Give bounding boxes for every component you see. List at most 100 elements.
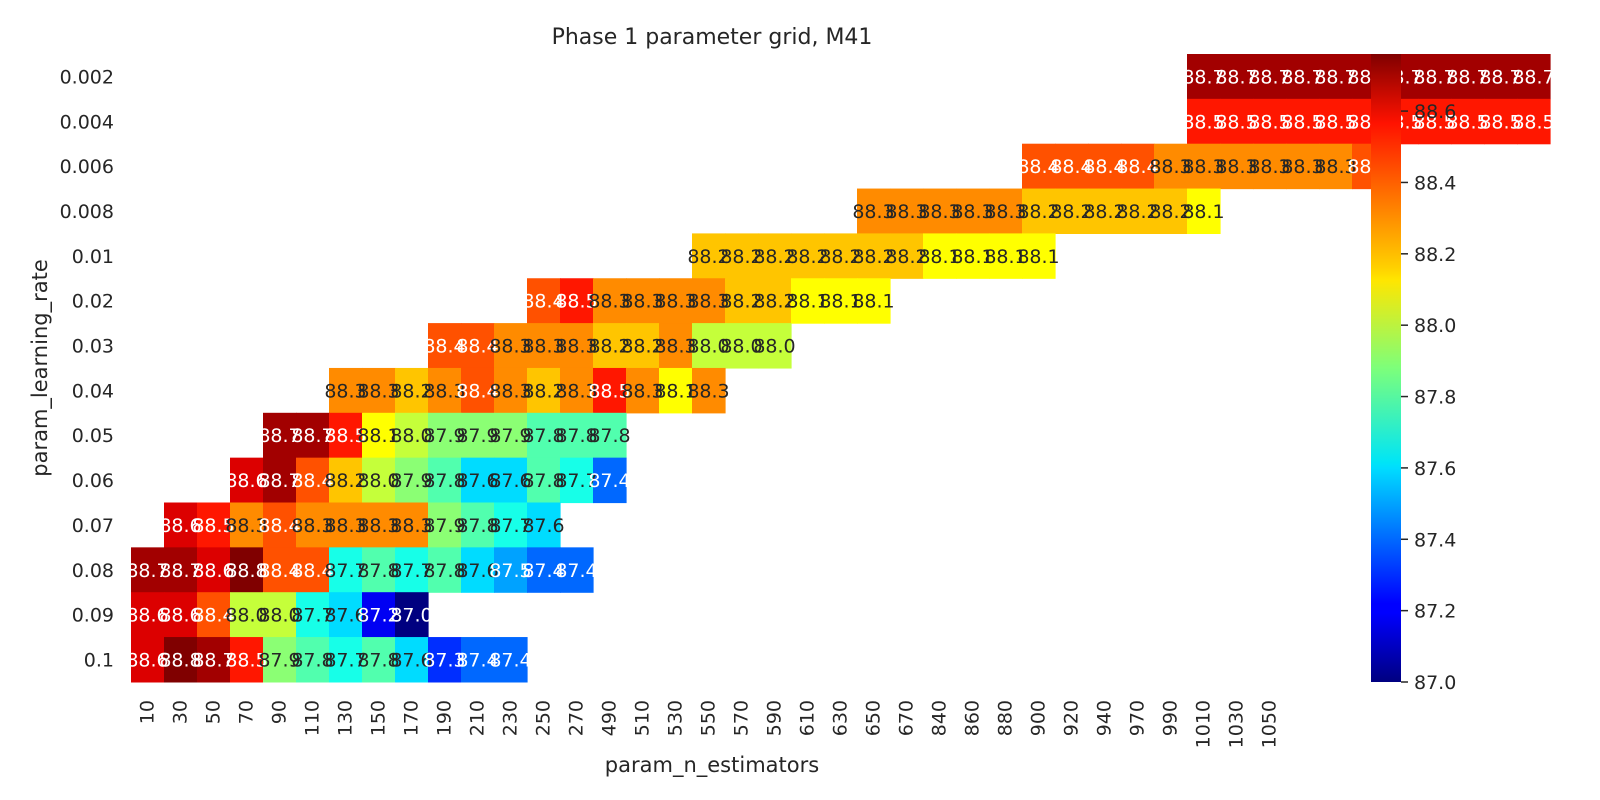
heatmap-cell [527,367,561,414]
heatmap-cell [1517,54,1551,100]
x-tick-label: 570 [731,700,753,736]
cell-value-label: 88.4 [423,336,465,358]
heatmap-cell [395,367,429,414]
x-tick-label: 1050 [1259,700,1281,748]
colorbar-tick-label: 88.0 [1414,315,1456,337]
heatmap-cell [329,412,363,459]
cell-value-label: 88.4 [258,515,300,537]
cell-value-label: 87.7 [324,649,366,671]
cell-value-label: 87.7 [489,515,531,537]
heatmap-cell [1319,143,1353,190]
heatmap-cell [1220,98,1254,145]
heatmap-cell [758,233,792,279]
heatmap-cell [923,188,957,234]
heatmap-cell [428,547,462,593]
cell-value-label: 88.3 [654,291,696,313]
cell-value-label: 88.2 [819,246,861,268]
cell-value-label: 88.3 [984,201,1026,223]
y-tick-label: 0.1 [84,649,114,671]
cell-value-label: 88.3 [1314,156,1356,178]
y-tick-label: 0.03 [72,336,114,358]
heatmap-cell [131,592,165,638]
cell-value-label: 88.4 [1017,156,1059,178]
cell-value-label: 87.9 [423,515,465,537]
cell-value-label: 88.3 [621,380,663,402]
heatmap-cell [593,412,627,459]
heatmap-cell [1253,98,1287,145]
chart-title: Phase 1 parameter grid, M41 [552,25,873,50]
cell-value-label: 88.7 [291,425,333,447]
heatmap-cell [494,502,528,548]
heatmap-cell [329,637,363,683]
cell-value-label: 88.1 [1017,246,1059,268]
heatmap-cell [1253,54,1287,100]
heatmap-cell [1187,188,1221,234]
colorbar-tick-label: 87.8 [1414,387,1456,409]
cell-value-label: 88.2 [390,380,432,402]
y-tick-label: 0.004 [60,111,114,133]
cell-value-label: 88.7 [192,649,234,671]
x-tick-label: 230 [500,700,522,736]
cell-value-label: 87.6 [390,649,432,671]
heatmap-cell [989,188,1023,234]
cell-value-label: 88.3 [324,515,366,537]
heatmap-cell [494,637,528,683]
cell-value-label: 88.5 [555,291,597,313]
heatmap-cell [1220,143,1254,190]
heatmap-cell [1187,54,1221,100]
heatmap-cell [395,412,429,459]
cell-value-label: 88.6 [159,515,201,537]
x-tick-label: 10 [137,700,159,724]
x-tick-label: 590 [764,700,786,736]
heatmap-cell [626,323,660,369]
cell-value-label: 88.2 [786,246,828,268]
heatmap-cell [197,547,231,593]
x-tick-label: 1010 [1193,700,1215,748]
x-tick-label: 30 [170,700,192,724]
heatmap-cell [329,457,363,504]
x-tick-label: 840 [929,700,951,736]
cell-value-label: 88.4 [456,336,498,358]
x-tick-label: 510 [632,700,654,736]
heatmap-cell [1187,143,1221,190]
heatmap-cell [1121,143,1155,190]
cell-value-label: 88.0 [720,336,762,358]
heatmap-cell [461,502,495,548]
heatmap-cell [1088,143,1122,190]
colorbar [1371,54,1401,682]
cell-value-label: 88.4 [456,380,498,402]
colorbar-tick-label: 87.4 [1414,529,1456,551]
x-tick-label: 900 [1028,700,1050,736]
y-tick-label: 0.002 [60,66,114,88]
heatmap-cell [1088,188,1122,234]
heatmap-cell [1418,54,1452,100]
cell-value-label: 87.8 [522,470,564,492]
heatmap-cell [428,502,462,548]
cell-value-label: 87.8 [423,470,465,492]
cell-value-label: 88.3 [951,201,993,223]
heatmap-cell [362,412,396,459]
cell-value-label: 88.3 [357,380,399,402]
heatmap-cell [131,637,165,683]
x-tick-label: 940 [1094,700,1116,736]
cell-value-label: 87.4 [456,649,498,671]
heatmap-cell [230,457,264,504]
heatmap-cell [659,323,693,369]
heatmap-cell [1055,188,1089,234]
heatmap-cell [329,547,363,593]
heatmap-cell [428,457,462,504]
cell-value-label: 88.3 [654,336,696,358]
cell-value-label: 88.5 [192,515,234,537]
y-tick-label: 0.07 [72,515,114,537]
heatmap-cell [428,637,462,683]
heatmap-cell [956,233,990,279]
cell-value-label: 87.0 [390,605,432,627]
heatmap-cell [1451,98,1485,145]
cell-value-label: 88.2 [885,246,927,268]
cell-value-label: 87.4 [588,470,630,492]
cell-value-label: 88.3 [621,291,663,313]
heatmap-cell [1418,98,1452,145]
heatmap-cell [725,323,759,369]
cell-value-label: 88.7 [1248,66,1290,88]
heatmap-cell [857,188,891,234]
